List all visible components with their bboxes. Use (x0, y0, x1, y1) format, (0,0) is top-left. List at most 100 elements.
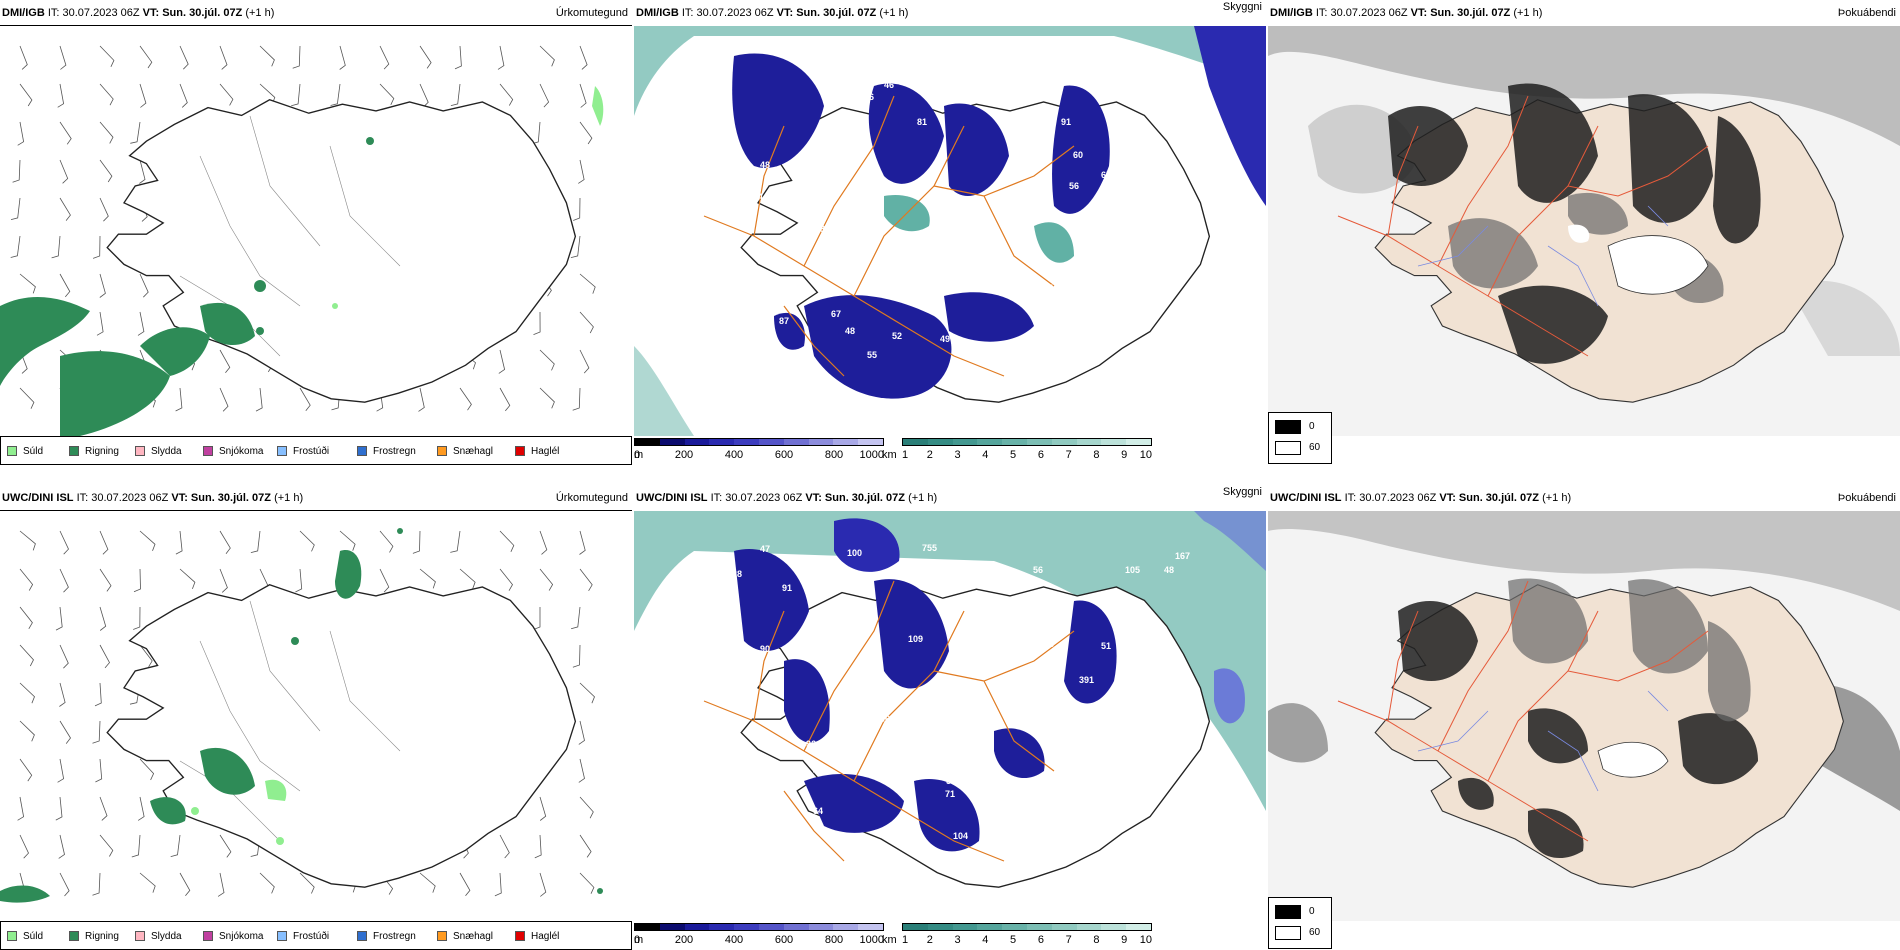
visibility-value-label: 76 (1145, 851, 1155, 861)
legend-item: Haglél (515, 446, 559, 458)
wind-barb (19, 530, 36, 551)
visibility-value-label: 755 (922, 543, 937, 553)
legend-item: Súld (7, 931, 43, 943)
visibility-km-colorbar: 1 2 3 4 5 6 7 8 9 10 (902, 436, 1152, 465)
colorbar-tick: 0 (634, 934, 641, 946)
fog-legend: 0 60 (1268, 412, 1332, 464)
wind-barb (330, 83, 341, 106)
wind-barb (59, 568, 69, 593)
legend-label: Slydda (151, 446, 182, 457)
wind-barb (17, 796, 25, 821)
legend-item: Haglél (515, 931, 559, 943)
visibility-value-label: 81 (820, 224, 830, 234)
legend-swatch (135, 446, 145, 457)
visibility-value-label: 82 (1084, 318, 1094, 328)
visibility-value-label: 46 (884, 80, 894, 90)
visibility-value-label: 48 (760, 160, 770, 170)
wind-barb (579, 311, 594, 334)
visibility-value-label: 101 (897, 857, 912, 867)
wind-barb (19, 273, 36, 294)
visibility-value-label: 104 (953, 831, 968, 841)
wind-barb (19, 758, 33, 782)
colorbar-tick: 10 (1139, 449, 1152, 461)
wind-barb (55, 606, 63, 631)
product-title: Þokuábendi (1837, 492, 1896, 504)
visibility-value-label: 109 (908, 634, 923, 644)
visibility-value-label: 52 (892, 331, 902, 341)
visibility-value-label: 60 (1073, 150, 1083, 160)
legend-label: Frostúði (293, 446, 330, 457)
wind-barb (578, 758, 585, 783)
visibility-value-label: 100 (847, 548, 862, 558)
legend-swatch (515, 446, 525, 457)
wind-barb (499, 83, 514, 106)
visibility-value-label: 67 (831, 309, 841, 319)
fog-legend-label: 0 (1309, 421, 1315, 432)
wind-barb (533, 607, 541, 630)
wind-barb (133, 568, 141, 593)
product-title: Þokuábendi (1837, 7, 1896, 19)
wind-barb (51, 235, 61, 259)
source-label: UWC/DINI ISL (2, 492, 74, 504)
product-title: Úrkomutegund (555, 7, 628, 19)
legend-swatch (357, 446, 367, 457)
visibility-value-label: 40 (945, 91, 955, 101)
wind-barb (59, 121, 72, 145)
product-title: Skyggni (1222, 486, 1262, 498)
wind-barb (219, 45, 228, 70)
colorbar-tick: 8 (1093, 449, 1100, 461)
visibility-value-label: 46 (1091, 268, 1101, 278)
wind-barb (379, 45, 390, 70)
valid-time: VT: Sun. 30.júl. 07Z (1410, 7, 1511, 19)
wind-barb (130, 121, 141, 144)
legend-swatch (7, 446, 17, 457)
visibility-value-label: 391 (1079, 675, 1094, 685)
wind-barb (99, 273, 106, 298)
wind-barb (92, 720, 101, 744)
wind-barb (539, 387, 555, 409)
colorbar-tick: 400 (724, 449, 744, 461)
wind-barb (133, 606, 141, 630)
visibility-value-label: 76 (963, 350, 973, 360)
legend-item: Slydda (135, 446, 182, 458)
product-title: Skyggni (1222, 1, 1262, 13)
legend-item: Frostúði (277, 446, 329, 458)
wind-barb (533, 311, 541, 335)
wind-barb (299, 387, 311, 411)
visibility-value-label: 356 (1039, 639, 1054, 649)
legend-swatch (277, 931, 287, 942)
legend-swatch (135, 931, 145, 942)
lead-time: (+1 h) (1513, 7, 1543, 19)
colorbar-tick: 5 (1010, 449, 1017, 461)
colorbar-bar (634, 438, 884, 446)
wind-barb (579, 834, 592, 858)
product-title: Úrkomutegund (555, 492, 628, 504)
wind-barb (299, 872, 315, 894)
valid-time: VT: Sun. 30.júl. 07Z (171, 492, 271, 504)
visibility-value-label: 55 (1004, 674, 1014, 684)
lead-time: (+1 h) (879, 7, 909, 19)
wind-barb (572, 644, 581, 668)
visibility-value-label: 93 (1061, 822, 1071, 832)
wind-barb (419, 45, 432, 69)
visibility-value-label: 51 (1101, 641, 1111, 651)
fog-legend-swatch (1275, 420, 1301, 434)
visibility-value-label: 150 (847, 839, 862, 849)
visibility-value-label: 68 (1125, 181, 1135, 191)
wind-barb (379, 530, 394, 553)
unit-km: km (882, 449, 897, 461)
wind-barb (459, 568, 476, 589)
legend-label: Snæhagl (453, 931, 494, 942)
wind-barb (19, 606, 33, 630)
legend-label: Súld (23, 446, 44, 457)
wind-barb (19, 45, 28, 70)
legend-label: Snjókoma (219, 931, 264, 942)
wind-barb (339, 45, 346, 70)
wind-barb (59, 530, 69, 555)
visibility-value-label: 48 (1024, 860, 1034, 870)
wind-barb (139, 159, 146, 184)
wind-barb (139, 644, 153, 668)
legend-label: Slydda (151, 931, 182, 942)
wind-barb (59, 682, 66, 707)
wind-barb (99, 606, 107, 631)
